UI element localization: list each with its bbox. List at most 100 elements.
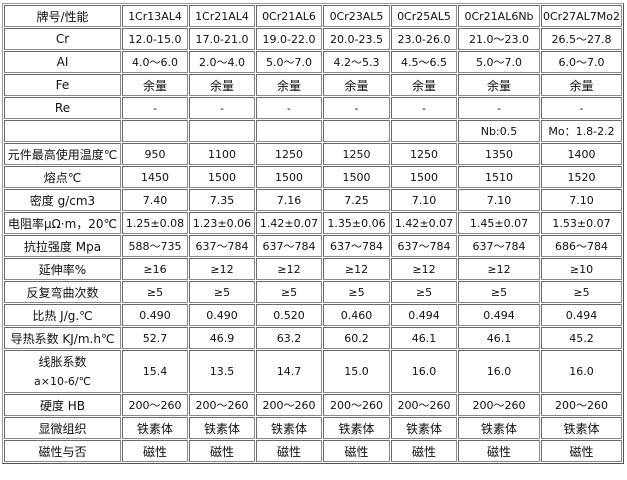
value-cell: 0.490 <box>189 304 255 326</box>
table-row: 比热 J/g.℃ 0.490 0.490 0.520 0.460 0.494 0.494 0.… <box>4 304 622 326</box>
value-cell: 4.0～6.0 <box>122 51 188 73</box>
value-cell: 1520 <box>541 166 622 188</box>
value-cell: - <box>256 97 322 119</box>
header-row: 牌号/性能 1Cr13AL4 1Cr21AL4 0Cr21AL6 0Cr23AL5 0Cr… <box>4 5 622 27</box>
row-label: AI <box>4 51 121 73</box>
value-cell: ≥12 <box>458 258 540 280</box>
row-label: 熔点℃ <box>4 166 121 188</box>
grade-header: 0Cr27AL7Mo2 <box>541 5 622 27</box>
value-cell: 余量 <box>458 74 540 96</box>
value-cell: ≥5 <box>256 281 322 303</box>
value-cell: 15.4 <box>122 350 188 393</box>
value-cell: 23.0-26.0 <box>391 28 457 50</box>
value-cell: 磁性 <box>323 440 390 462</box>
value-cell: - <box>323 97 390 119</box>
value-cell: 0.494 <box>458 304 540 326</box>
value-cell: 1.42±0.07 <box>256 212 322 234</box>
value-cell: 7.16 <box>256 189 322 211</box>
value-cell: 16.0 <box>458 350 540 393</box>
table-row: 反复弯曲次数 ≥5 ≥5 ≥5 ≥5 ≥5 ≥5 ≥5 <box>4 281 622 303</box>
row-label: 反复弯曲次数 <box>4 281 121 303</box>
value-cell: 7.40 <box>122 189 188 211</box>
value-cell: 1250 <box>323 143 390 165</box>
value-cell: 磁性 <box>122 440 188 462</box>
value-cell: 1.35±0.06 <box>323 212 390 234</box>
row-label: 电阻率μΩ·m，20℃ <box>4 212 121 234</box>
table-row: 熔点℃ 1450 1500 1500 1500 1500 1510 1520 <box>4 166 622 188</box>
value-cell: 60.2 <box>323 327 390 349</box>
value-cell: 200～260 <box>256 394 322 416</box>
table-row: AI 4.0～6.0 2.0～4.0 5.0～7.0 4.2～5.3 4.5～6.5 5.0… <box>4 51 622 73</box>
value-cell: 686～784 <box>541 235 622 257</box>
value-cell: 7.10 <box>541 189 622 211</box>
value-cell: 1500 <box>391 166 457 188</box>
value-cell: 0.490 <box>122 304 188 326</box>
value-cell: ≥10 <box>541 258 622 280</box>
table-row: 元件最高使用温度℃ 950 1100 1250 1250 1250 1350 1400 <box>4 143 622 165</box>
value-cell: 余量 <box>391 74 457 96</box>
value-cell: 余量 <box>323 74 390 96</box>
value-cell: ≥12 <box>256 258 322 280</box>
value-cell: 0.460 <box>323 304 390 326</box>
value-cell: 950 <box>122 143 188 165</box>
value-cell: 200～260 <box>189 394 255 416</box>
value-cell: 1500 <box>189 166 255 188</box>
row-label <box>4 120 121 142</box>
table-row: 线胀系数 a×10-6/℃ 15.4 13.5 14.7 15.0 16.0 16.0 16.0 <box>4 350 622 393</box>
value-cell: 余量 <box>122 74 188 96</box>
table-row: 磁性与否 磁性 磁性 磁性 磁性 磁性 磁性 磁性 <box>4 440 622 462</box>
value-cell: ≥5 <box>323 281 390 303</box>
row-label: 磁性与否 <box>4 440 121 462</box>
value-cell: 26.5～27.8 <box>541 28 622 50</box>
row-label: Re <box>4 97 121 119</box>
value-cell: 1.25±0.08 <box>122 212 188 234</box>
value-cell: 200～260 <box>541 394 622 416</box>
value-cell: 磁性 <box>189 440 255 462</box>
row-label: 硬度 HB <box>4 394 121 416</box>
value-cell: 63.2 <box>256 327 322 349</box>
row-label: Fe <box>4 74 121 96</box>
value-cell: 1.53±0.07 <box>541 212 622 234</box>
value-cell: 637～784 <box>323 235 390 257</box>
value-cell: 15.0 <box>323 350 390 393</box>
value-cell: 4.2～5.3 <box>323 51 390 73</box>
row-label: 元件最高使用温度℃ <box>4 143 121 165</box>
value-cell: 12.0-15.0 <box>122 28 188 50</box>
value-cell: ≥5 <box>189 281 255 303</box>
value-cell: 46.1 <box>391 327 457 349</box>
value-cell: 铁素体 <box>323 417 390 439</box>
value-cell: 1500 <box>323 166 390 188</box>
value-cell <box>256 120 322 142</box>
value-cell: 铁素体 <box>458 417 540 439</box>
alloy-properties-table: 牌号/性能 1Cr13AL4 1Cr21AL4 0Cr21AL6 0Cr23AL5 0Cr… <box>2 3 624 464</box>
value-cell: ≥5 <box>458 281 540 303</box>
value-cell: - <box>391 97 457 119</box>
value-cell: 5.0～7.0 <box>256 51 322 73</box>
table-row: Fe 余量 余量 余量 余量 余量 余量 余量 <box>4 74 622 96</box>
value-cell: 6.0～7.0 <box>541 51 622 73</box>
value-cell: 5.0～7.0 <box>458 51 540 73</box>
value-cell: 1.45±0.07 <box>458 212 540 234</box>
value-cell <box>189 120 255 142</box>
value-cell: 1450 <box>122 166 188 188</box>
table-row: Cr 12.0-15.0 17.0-21.0 19.0-22.0 20.0-23.5 23… <box>4 28 622 50</box>
value-cell: 0.520 <box>256 304 322 326</box>
row-label: 抗拉强度 Mpa <box>4 235 121 257</box>
value-cell: 637～784 <box>189 235 255 257</box>
grade-header: 1Cr21AL4 <box>189 5 255 27</box>
row-label-line1: 线胀系数 <box>38 354 87 369</box>
value-cell: 磁性 <box>256 440 322 462</box>
value-cell: 1.42±0.07 <box>391 212 457 234</box>
value-cell: ≥12 <box>323 258 390 280</box>
row-label: Cr <box>4 28 121 50</box>
value-cell: 余量 <box>189 74 255 96</box>
value-cell: - <box>458 97 540 119</box>
grade-header: 0Cr21AL6Nb <box>458 5 540 27</box>
value-cell: ≥16 <box>122 258 188 280</box>
value-cell: 1350 <box>458 143 540 165</box>
value-cell: 1500 <box>256 166 322 188</box>
table-row: 密度 g/cm3 7.40 7.35 7.16 7.25 7.10 7.10 7.10 <box>4 189 622 211</box>
value-cell: 1.23±0.06 <box>189 212 255 234</box>
value-cell: 46.1 <box>458 327 540 349</box>
table-row: 电阻率μΩ·m，20℃ 1.25±0.08 1.23±0.06 1.42±0.07 1.… <box>4 212 622 234</box>
